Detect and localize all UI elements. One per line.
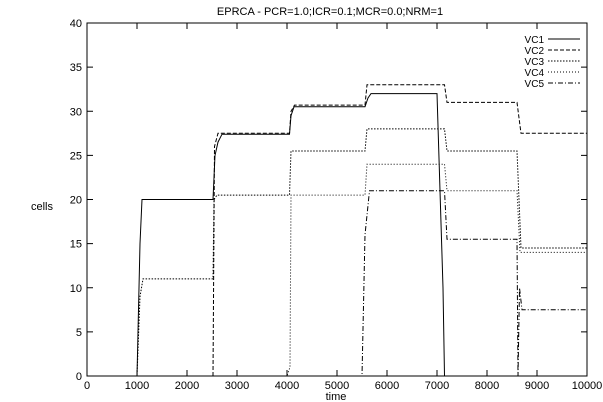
- y-tick-label: 30: [70, 106, 82, 118]
- y-tick-label: 20: [70, 195, 82, 207]
- plot-series: [87, 84, 587, 377]
- chart-title: EPRCA - PCR=1.0;ICR=0.1;MCR=0.0;NRM=1: [217, 6, 443, 18]
- x-tick-label: 5000: [325, 380, 349, 392]
- legend-label-vc4: VC4: [525, 68, 545, 79]
- y-tick-label: 40: [70, 18, 82, 30]
- x-tick-label: 2000: [175, 380, 199, 392]
- legend-label-vc1: VC1: [525, 35, 545, 46]
- y-axis: 0 5 10 15 20 25 30 35 40: [70, 18, 587, 383]
- x-tick-label: 7000: [425, 380, 449, 392]
- legend-label-vc2: VC2: [525, 46, 545, 57]
- y-tick-label: 35: [70, 62, 82, 74]
- y-tick-label: 15: [70, 239, 82, 251]
- legend-label-vc3: VC3: [525, 57, 545, 68]
- y-tick-label: 0: [76, 371, 82, 383]
- x-tick-label: 3000: [225, 380, 249, 392]
- legend-label-vc5: VC5: [525, 79, 545, 90]
- series-line-vc3: [87, 128, 587, 377]
- y-axis-label: cells: [31, 201, 54, 213]
- x-tick-label: 1000: [125, 380, 149, 392]
- x-tick-label: 4000: [275, 380, 299, 392]
- x-tick-label: 9000: [525, 380, 549, 392]
- series-line-vc1: [87, 93, 587, 377]
- x-tick-label: 8000: [475, 380, 499, 392]
- series-line-vc2: [87, 84, 587, 377]
- x-axis: 0 1000 2000 3000 4000 5000 6000 7000 8000 9000 100…: [84, 23, 602, 392]
- y-tick-label: 25: [70, 150, 82, 162]
- x-axis-label: time: [326, 391, 347, 402]
- x-tick-label: 6000: [375, 380, 399, 392]
- x-tick-label: 10000: [572, 380, 603, 392]
- series-line-vc5: [87, 190, 587, 377]
- series-line-vc4: [87, 163, 587, 377]
- y-tick-label: 10: [70, 283, 82, 295]
- x-tick-label: 0: [84, 380, 90, 392]
- y-tick-label: 5: [76, 327, 82, 339]
